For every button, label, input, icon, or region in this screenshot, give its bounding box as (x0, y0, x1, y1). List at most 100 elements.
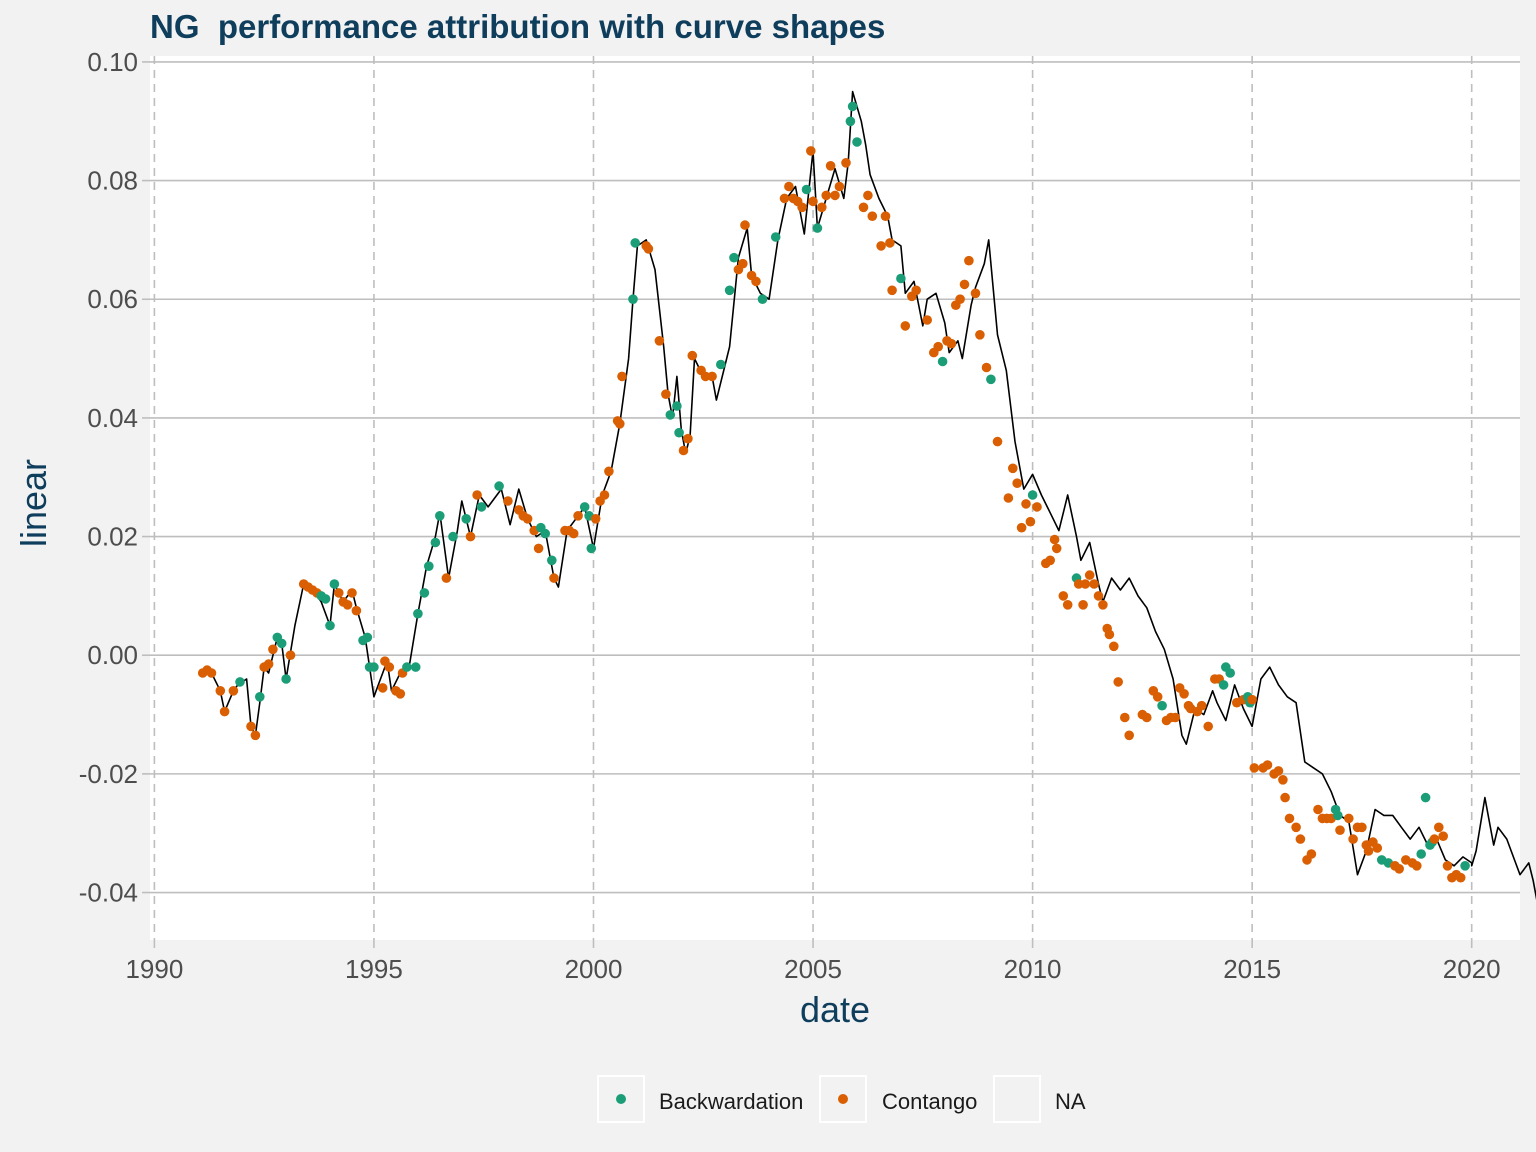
data-point-contango (933, 341, 943, 352)
data-point-contango (465, 531, 476, 542)
x-tick-label: 2020 (1443, 954, 1501, 984)
data-point-backwardation (770, 232, 781, 242)
data-point-contango (1113, 677, 1123, 687)
data-point-contango (955, 294, 965, 305)
data-point-contango (246, 721, 256, 732)
data-point-contango (779, 193, 790, 204)
data-point-backwardation (1420, 792, 1431, 803)
data-point-backwardation (896, 273, 906, 284)
data-point-backwardation (476, 502, 487, 512)
data-point-backwardation (1027, 490, 1038, 500)
data-point-contango (1124, 730, 1134, 741)
data-point-contango (1058, 591, 1069, 601)
data-point-contango (643, 244, 654, 254)
data-point-contango (867, 211, 878, 221)
data-point-backwardation (845, 116, 856, 127)
data-point-contango (215, 686, 226, 696)
data-point-contango (384, 662, 395, 672)
data-point-contango (1170, 712, 1181, 723)
data-point-contango (825, 161, 836, 171)
data-point-contango (683, 433, 693, 444)
data-point-contango (1003, 493, 1014, 503)
data-point-contango (970, 288, 981, 299)
x-axis-title: date (800, 989, 870, 1030)
data-point-contango (1089, 579, 1099, 589)
data-point-contango (1109, 641, 1119, 652)
data-point-contango (351, 605, 362, 616)
data-point-backwardation (1416, 849, 1426, 859)
data-point-contango (1093, 591, 1104, 601)
data-point-contango (1142, 712, 1152, 723)
data-point-contango (219, 706, 230, 717)
data-point-contango (1179, 689, 1189, 699)
data-point-contango (549, 573, 559, 583)
data-point-contango (533, 543, 544, 554)
data-point-backwardation (1157, 700, 1167, 711)
data-point-contango (678, 445, 689, 456)
data-point-contango (922, 315, 932, 325)
data-point-backwardation (402, 662, 412, 672)
grid-lines (150, 56, 1520, 940)
x-tick-label: 2015 (1223, 954, 1281, 984)
data-point-contango (1280, 792, 1290, 803)
data-point-contango (206, 668, 217, 678)
data-point-backwardation (986, 374, 996, 385)
data-point-backwardation (937, 356, 948, 367)
data-point-backwardation (461, 514, 472, 524)
data-point-contango (887, 285, 897, 296)
legend-label-na: NA (1055, 1089, 1086, 1114)
data-point-contango (250, 730, 261, 741)
data-point-backwardation (672, 401, 682, 411)
data-point-backwardation (579, 502, 590, 512)
y-axis-ticks: -0.04 -0.02 0.00 0.02 0.04 0.06 0.08 0.10 (79, 47, 150, 908)
data-point-contango (981, 362, 992, 373)
data-point-contango (784, 181, 794, 192)
data-point-contango (604, 466, 614, 477)
data-point-contango (900, 321, 911, 331)
data-point-contango (590, 514, 601, 524)
data-point-contango (885, 238, 895, 248)
x-axis-ticks: 1990 1995 2000 2005 2010 2015 2020 (125, 940, 1501, 984)
data-point-contango (1196, 700, 1207, 711)
y-tick-label: 0.10 (87, 47, 138, 77)
data-point-contango (834, 181, 845, 192)
data-point-contango (1394, 864, 1404, 874)
legend-key-na (993, 1075, 1041, 1123)
data-point-contango (821, 190, 831, 201)
data-point-contango (1045, 555, 1055, 566)
data-point-contango (1273, 766, 1284, 776)
data-point-contango (964, 255, 974, 266)
x-tick-label: 2005 (784, 954, 842, 984)
data-point-contango (1262, 760, 1273, 770)
series-points-layer (197, 101, 1470, 883)
data-point-contango (1348, 834, 1358, 844)
data-point-contango (661, 389, 671, 400)
data-point-backwardation (724, 285, 735, 296)
y-tick-label: 0.02 (87, 522, 138, 552)
x-tick-label: 2010 (1004, 954, 1062, 984)
data-point-contango (858, 202, 869, 213)
data-point-contango (1442, 861, 1453, 871)
data-point-backwardation (1333, 810, 1343, 821)
data-point-backwardation (801, 184, 812, 195)
data-point-contango (1152, 692, 1163, 702)
data-point-backwardation (419, 588, 430, 598)
data-point-contango (1032, 502, 1042, 512)
legend-label-contango: Contango (882, 1089, 977, 1114)
data-point-backwardation (276, 638, 287, 649)
data-point-contango (1098, 600, 1108, 610)
y-axis-title: linear (13, 459, 54, 547)
y-tick-label: -0.04 (79, 878, 138, 908)
data-point-contango (1313, 804, 1323, 815)
data-point-contango (1429, 834, 1440, 844)
data-point-contango (1357, 822, 1367, 833)
data-point-contango (880, 211, 891, 221)
data-point-contango (700, 371, 711, 382)
data-point-contango (1247, 694, 1257, 705)
data-point-backwardation (369, 662, 379, 672)
y-tick-label: -0.02 (79, 759, 138, 789)
data-point-backwardation (547, 555, 557, 566)
data-point-backwardation (435, 511, 445, 521)
data-point-backwardation (1225, 668, 1235, 678)
data-point-contango (1455, 872, 1466, 883)
